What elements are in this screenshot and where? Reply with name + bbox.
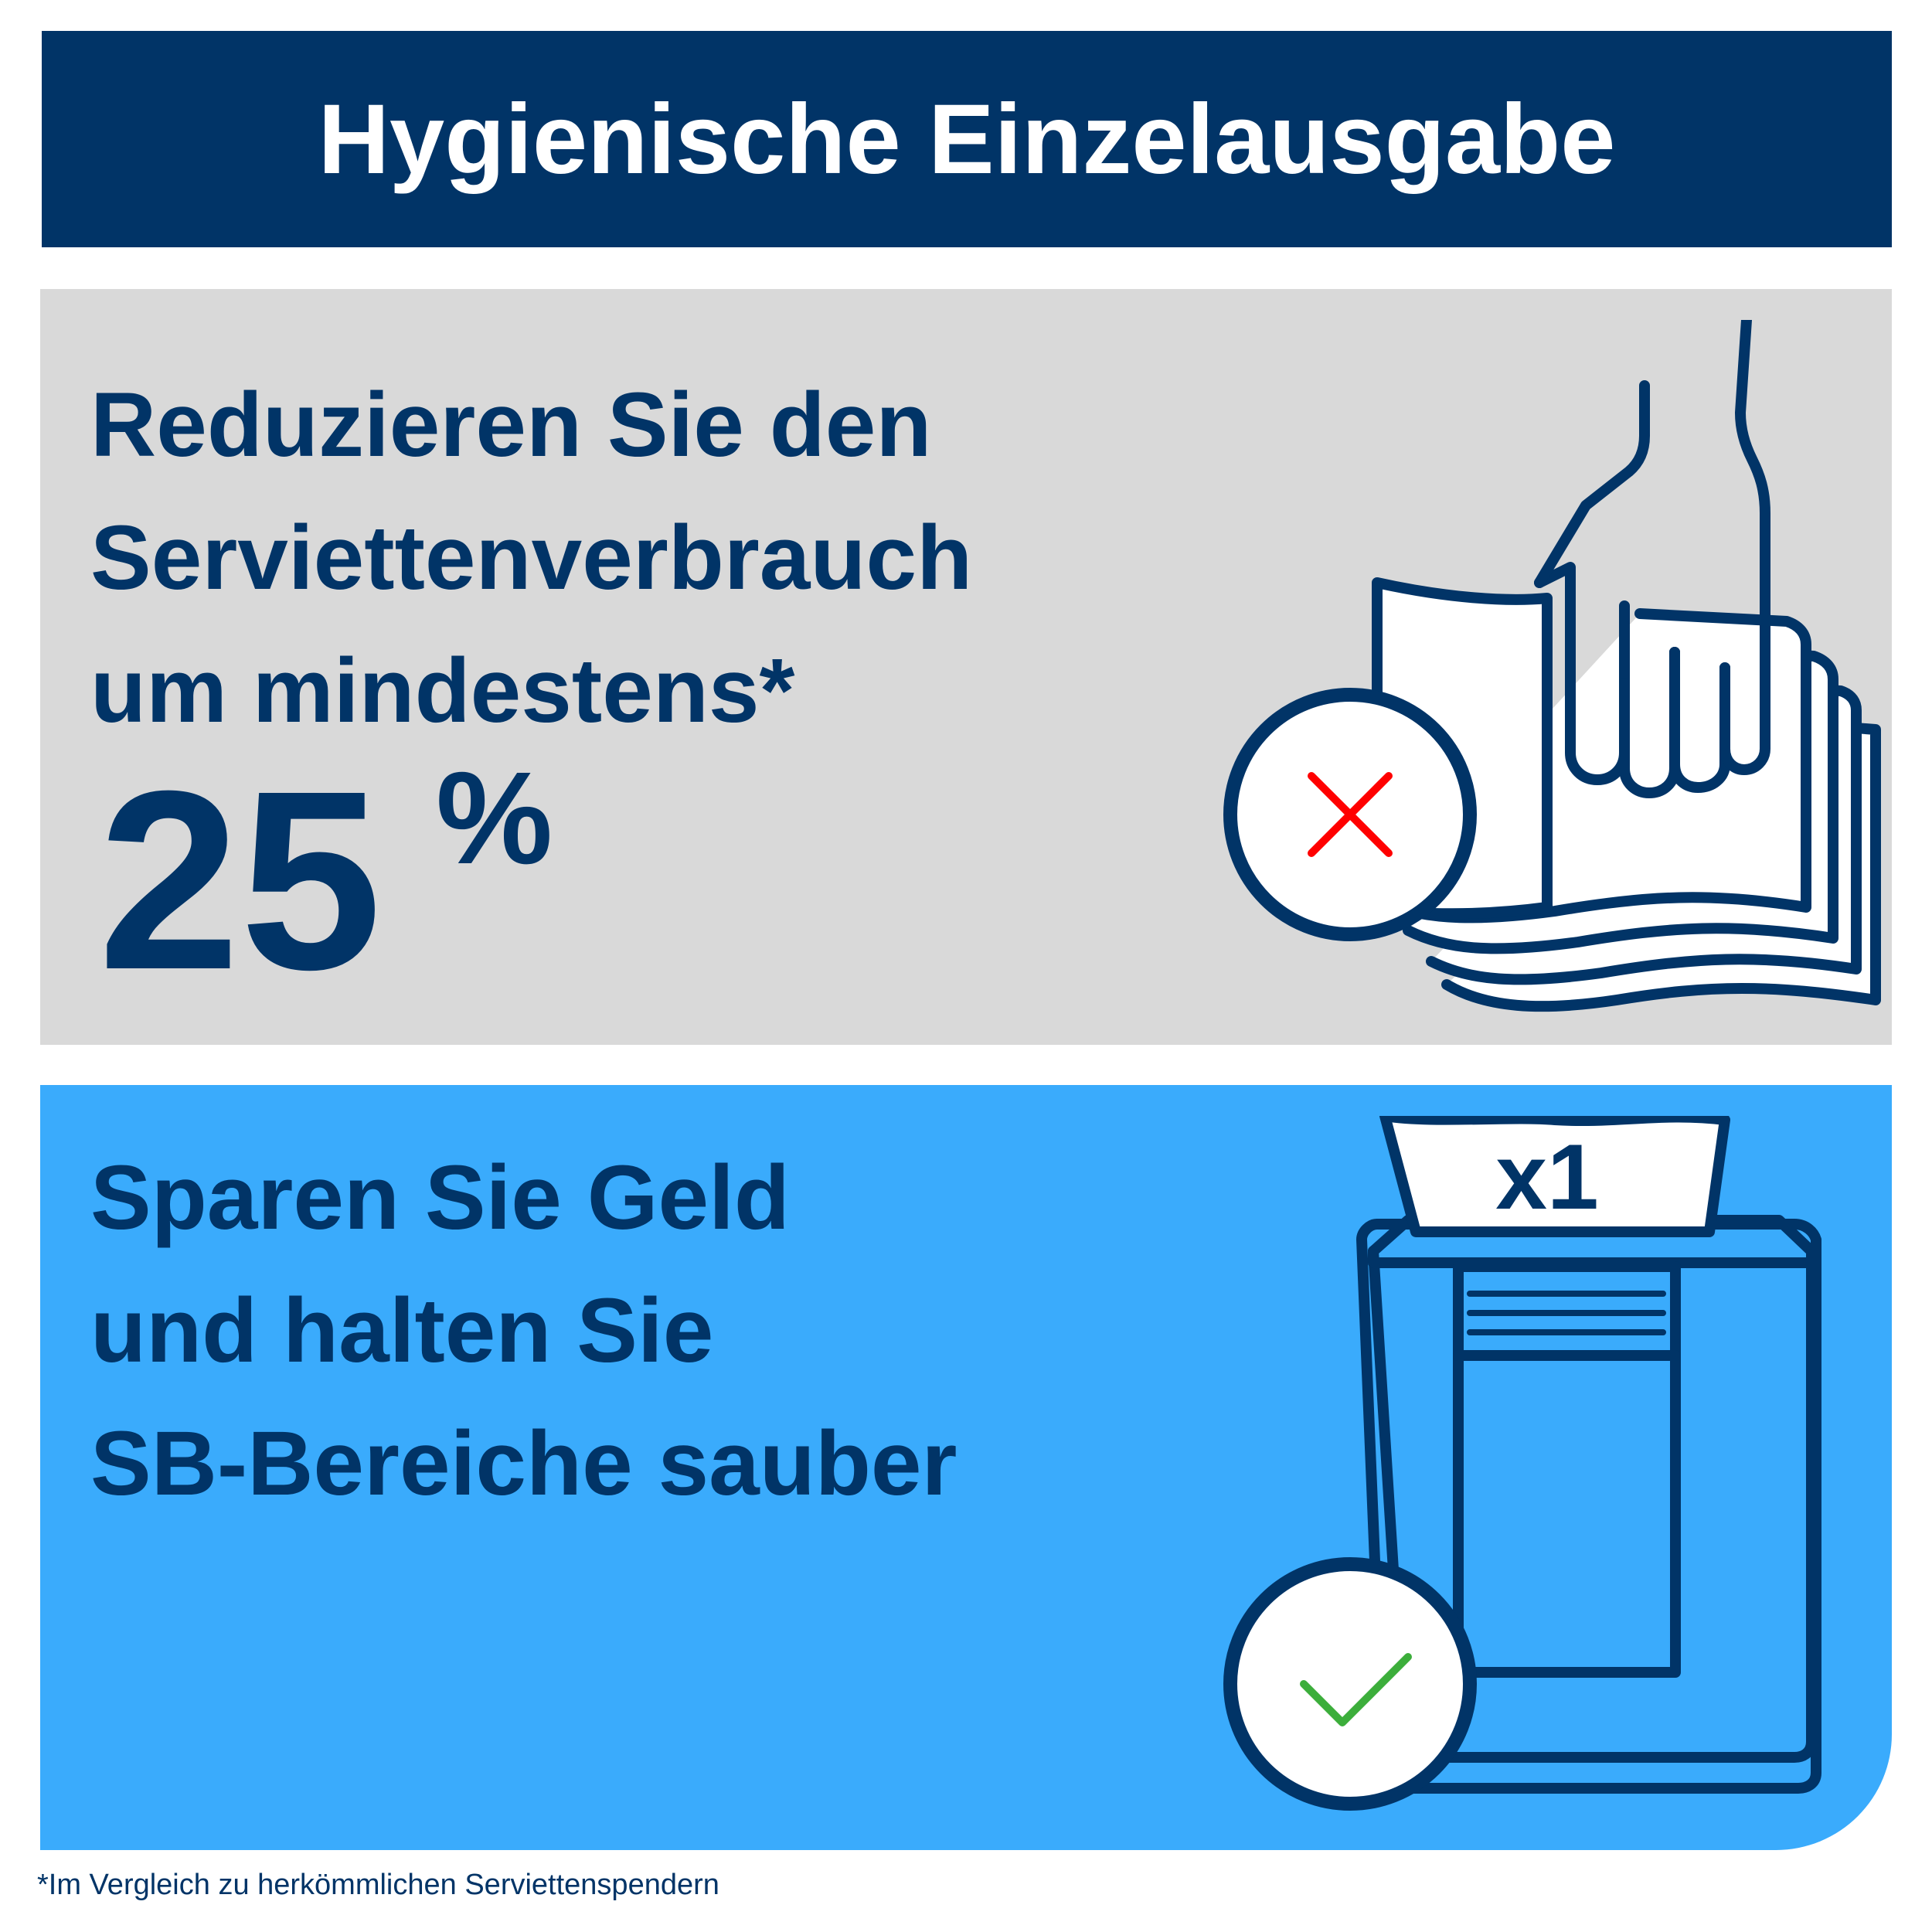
reduction-panel: Reduzieren Sie den Serviettenverbrauch u… [40,289,1892,1045]
headline-line: Reduzieren Sie den [90,374,932,476]
stat-value: 25 [98,737,383,1022]
stat-unit: % [436,745,553,892]
headline-line: um mindestens* [90,640,795,742]
dispenser-label: x1 [1495,1125,1598,1229]
header-banner: Hygienische Einzelausgabe [42,31,1892,247]
headline-line: SB-Bereiche sauber [90,1413,957,1515]
hand-grabbing-napkin-stack-icon [1223,320,1881,1012]
single-napkin-dispenser-icon: x1 [1223,1116,1821,1811]
headline-line: Serviettenverbrauch [90,507,973,609]
headline-line: Sparen Sie Geld [90,1147,790,1249]
savings-headline: Sparen Sie Geld und halten Sie SB-Bereic… [90,1131,957,1530]
reduction-headline: Reduzieren Sie den Serviettenverbrauch u… [90,359,972,757]
footnote: *Im Vergleich zu herkömmlichen Serviette… [37,1869,719,1901]
page-title: Hygienische Einzelausgabe [318,83,1616,195]
green-check-icon [1223,1557,1477,1811]
savings-panel: Sparen Sie Geld und halten Sie SB-Bereic… [40,1085,1892,1850]
headline-line: und halten Sie [90,1280,714,1382]
red-cross-icon [1223,688,1477,941]
reduction-stat: 25% [98,753,553,1008]
